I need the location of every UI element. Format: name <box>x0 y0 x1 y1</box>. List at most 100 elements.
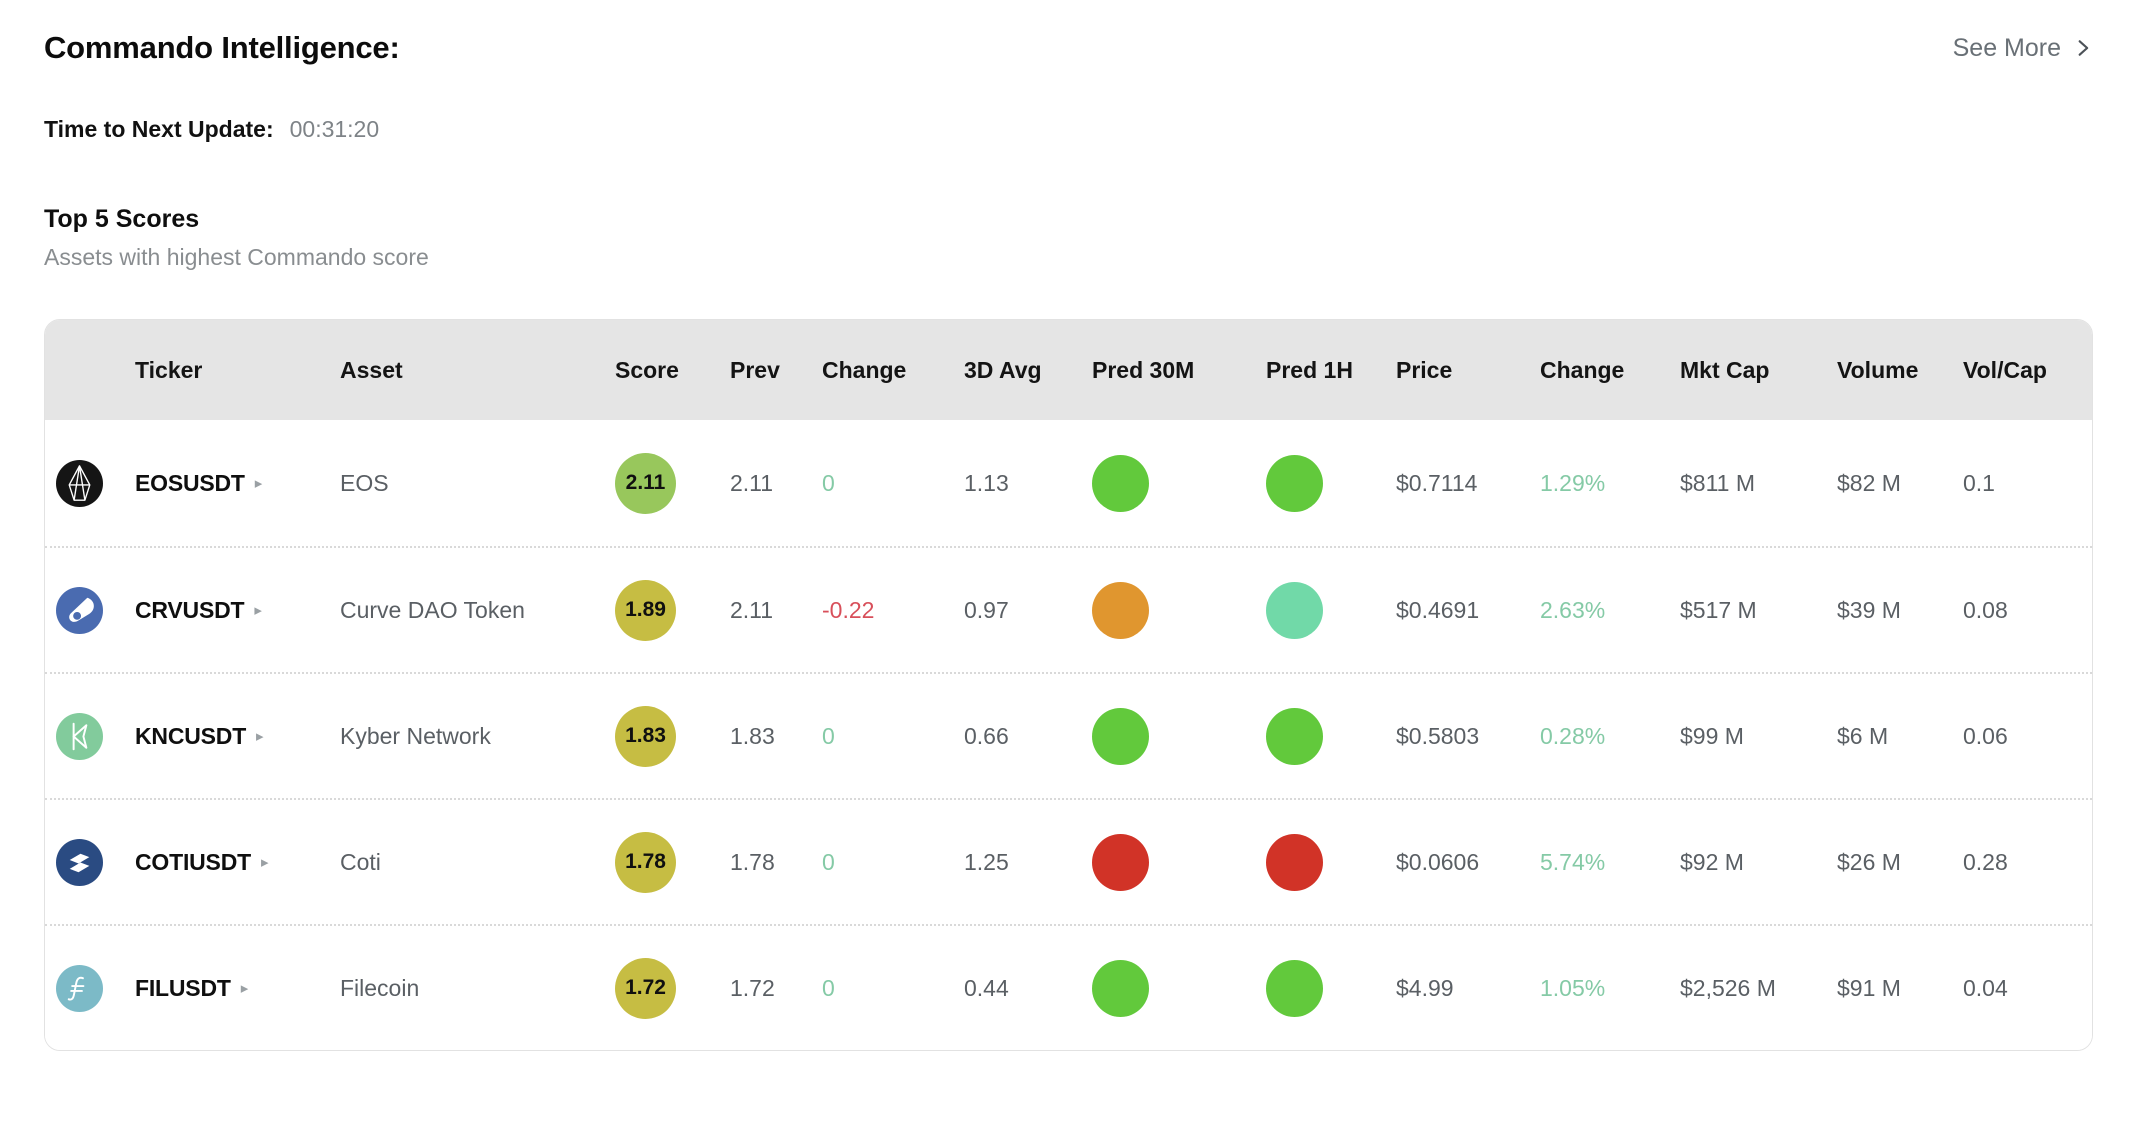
ticker-label: EOSUSDT <box>135 469 245 496</box>
col-header-volume: Volume <box>1837 356 1919 383</box>
volume: $39 M <box>1837 596 1901 623</box>
market-cap: $517 M <box>1680 596 1757 623</box>
price: $0.0606 <box>1396 848 1480 875</box>
section-title: Top 5 Scores <box>44 205 200 233</box>
next-update-timer: Time to Next Update: 00:31:20 <box>44 116 2093 143</box>
prev-score: 2.11 <box>730 596 774 623</box>
score-badge: 1.89 <box>615 579 676 641</box>
vol-cap-ratio: 0.06 <box>1963 722 2008 749</box>
volume: $6 M <box>1837 722 1889 749</box>
col-header-asset: Asset <box>340 356 403 383</box>
pred-30m-indicator <box>1092 454 1149 512</box>
col-header-prev: Prev <box>730 356 780 383</box>
asset-name: Filecoin <box>340 974 420 1001</box>
ticker-cell[interactable]: FILUSDT ▸ <box>135 975 340 1002</box>
price: $0.7114 <box>1396 469 1478 496</box>
vol-cap-ratio: 0.08 <box>1963 596 2008 623</box>
expand-arrow-icon[interactable]: ▸ <box>260 853 269 871</box>
timer-value: 00:31:20 <box>289 116 380 142</box>
pred-30m-indicator <box>1092 833 1149 891</box>
price: $4.99 <box>1396 974 1454 1001</box>
avg-3d-score: 1.25 <box>964 848 1009 875</box>
market-cap: $811 M <box>1680 469 1756 496</box>
col-header-price: Price <box>1396 356 1453 383</box>
ticker-cell[interactable]: EOSUSDT ▸ <box>135 470 340 497</box>
knc-icon <box>56 712 103 760</box>
table-header-row: Ticker Asset Score Prev Change 3D Avg Pr… <box>45 320 2092 420</box>
market-cap: $92 M <box>1680 848 1744 875</box>
market-cap: $99 M <box>1680 722 1744 749</box>
pred-30m-indicator <box>1092 707 1149 765</box>
price-change: 1.05% <box>1540 974 1606 1001</box>
score-change: 0 <box>822 848 835 875</box>
prev-score: 1.78 <box>730 848 775 875</box>
page-header: Commando Intelligence: See More <box>44 30 2093 66</box>
vol-cap-ratio: 0.04 <box>1963 974 2008 1001</box>
avg-3d-score: 1.13 <box>964 469 1009 496</box>
score-badge: 2.11 <box>615 452 676 514</box>
pred-1h-indicator <box>1266 959 1323 1017</box>
avg-3d-score: 0.97 <box>964 596 1009 623</box>
price-change: 2.63% <box>1540 596 1606 623</box>
asset-name: Coti <box>340 848 381 875</box>
volume: $82 M <box>1837 469 1901 496</box>
col-header-change: Change <box>822 356 907 383</box>
ticker-label: KNCUSDT <box>135 722 247 749</box>
coti-icon <box>56 838 103 886</box>
expand-arrow-icon[interactable]: ▸ <box>254 601 262 619</box>
ticker-cell[interactable]: CRVUSDT ▸ <box>135 597 340 624</box>
table-row[interactable]: COTIUSDT ▸ Coti 1.78 1.78 0 1.25 $0.0606… <box>45 798 2092 924</box>
table-row[interactable]: FILUSDT ▸ Filecoin 1.72 1.72 0 0.44 $4.9… <box>45 924 2092 1050</box>
page-title: Commando Intelligence: <box>44 30 400 65</box>
col-header-ticker: Ticker <box>135 356 203 383</box>
prev-score: 1.72 <box>730 974 775 1001</box>
col-header-price-change: Change <box>1540 356 1625 383</box>
eos-icon <box>56 459 103 507</box>
expand-arrow-icon[interactable]: ▸ <box>256 727 264 745</box>
expand-arrow-icon[interactable]: ▸ <box>240 979 249 997</box>
asset-name: EOS <box>340 469 389 496</box>
col-header-pred-1h: Pred 1H <box>1266 356 1353 383</box>
see-more-label: See More <box>1952 33 2061 62</box>
price: $0.5803 <box>1396 722 1480 749</box>
table-row[interactable]: KNCUSDT ▸ Kyber Network 1.83 1.83 0 0.66… <box>45 672 2092 798</box>
ticker-label: COTIUSDT <box>135 848 251 875</box>
volume: $91 M <box>1837 974 1901 1001</box>
prev-score: 1.83 <box>730 722 775 749</box>
table-row[interactable]: CRVUSDT ▸ Curve DAO Token 1.89 2.11 -0.2… <box>45 546 2092 672</box>
vol-cap-ratio: 0.1 <box>1963 469 1995 496</box>
prev-score: 2.11 <box>730 469 774 496</box>
price: $0.4691 <box>1396 596 1480 623</box>
avg-3d-score: 0.44 <box>964 974 1009 1001</box>
expand-arrow-icon[interactable]: ▸ <box>254 474 263 492</box>
col-header-mkt-cap: Mkt Cap <box>1680 356 1770 383</box>
score-badge: 1.78 <box>615 831 676 893</box>
col-header-3d-avg: 3D Avg <box>964 356 1042 383</box>
col-header-score: Score <box>615 356 679 383</box>
price-change: 0.28% <box>1540 722 1606 749</box>
score-change: -0.22 <box>822 596 875 623</box>
pred-1h-indicator <box>1266 581 1323 639</box>
volume: $26 M <box>1837 848 1901 875</box>
see-more-button[interactable]: See More <box>1953 34 2093 63</box>
avg-3d-score: 0.66 <box>964 722 1009 749</box>
score-badge: 1.72 <box>615 957 676 1019</box>
ticker-cell[interactable]: KNCUSDT ▸ <box>135 723 340 750</box>
col-header-vol-cap: Vol/Cap <box>1963 356 2047 383</box>
vol-cap-ratio: 0.28 <box>1963 848 2008 875</box>
section-heading: Top 5 Scores Assets with highest Command… <box>44 205 2093 271</box>
asset-name: Curve DAO Token <box>340 596 525 623</box>
pred-30m-indicator <box>1092 581 1149 639</box>
scores-table: Ticker Asset Score Prev Change 3D Avg Pr… <box>44 319 2093 1051</box>
table-body: EOSUSDT ▸ EOS 2.11 2.11 0 1.13 $0.7114 1… <box>45 420 2092 1050</box>
score-badge: 1.83 <box>615 705 676 767</box>
price-change: 5.74% <box>1540 848 1606 875</box>
table-row[interactable]: EOSUSDT ▸ EOS 2.11 2.11 0 1.13 $0.7114 1… <box>45 420 2092 546</box>
score-change: 0 <box>822 974 835 1001</box>
market-cap: $2,526 M <box>1680 974 1776 1001</box>
asset-name: Kyber Network <box>340 722 491 749</box>
ticker-label: CRVUSDT <box>135 596 245 623</box>
score-change: 0 <box>822 722 835 749</box>
crv-icon <box>56 586 103 634</box>
ticker-cell[interactable]: COTIUSDT ▸ <box>135 849 340 876</box>
